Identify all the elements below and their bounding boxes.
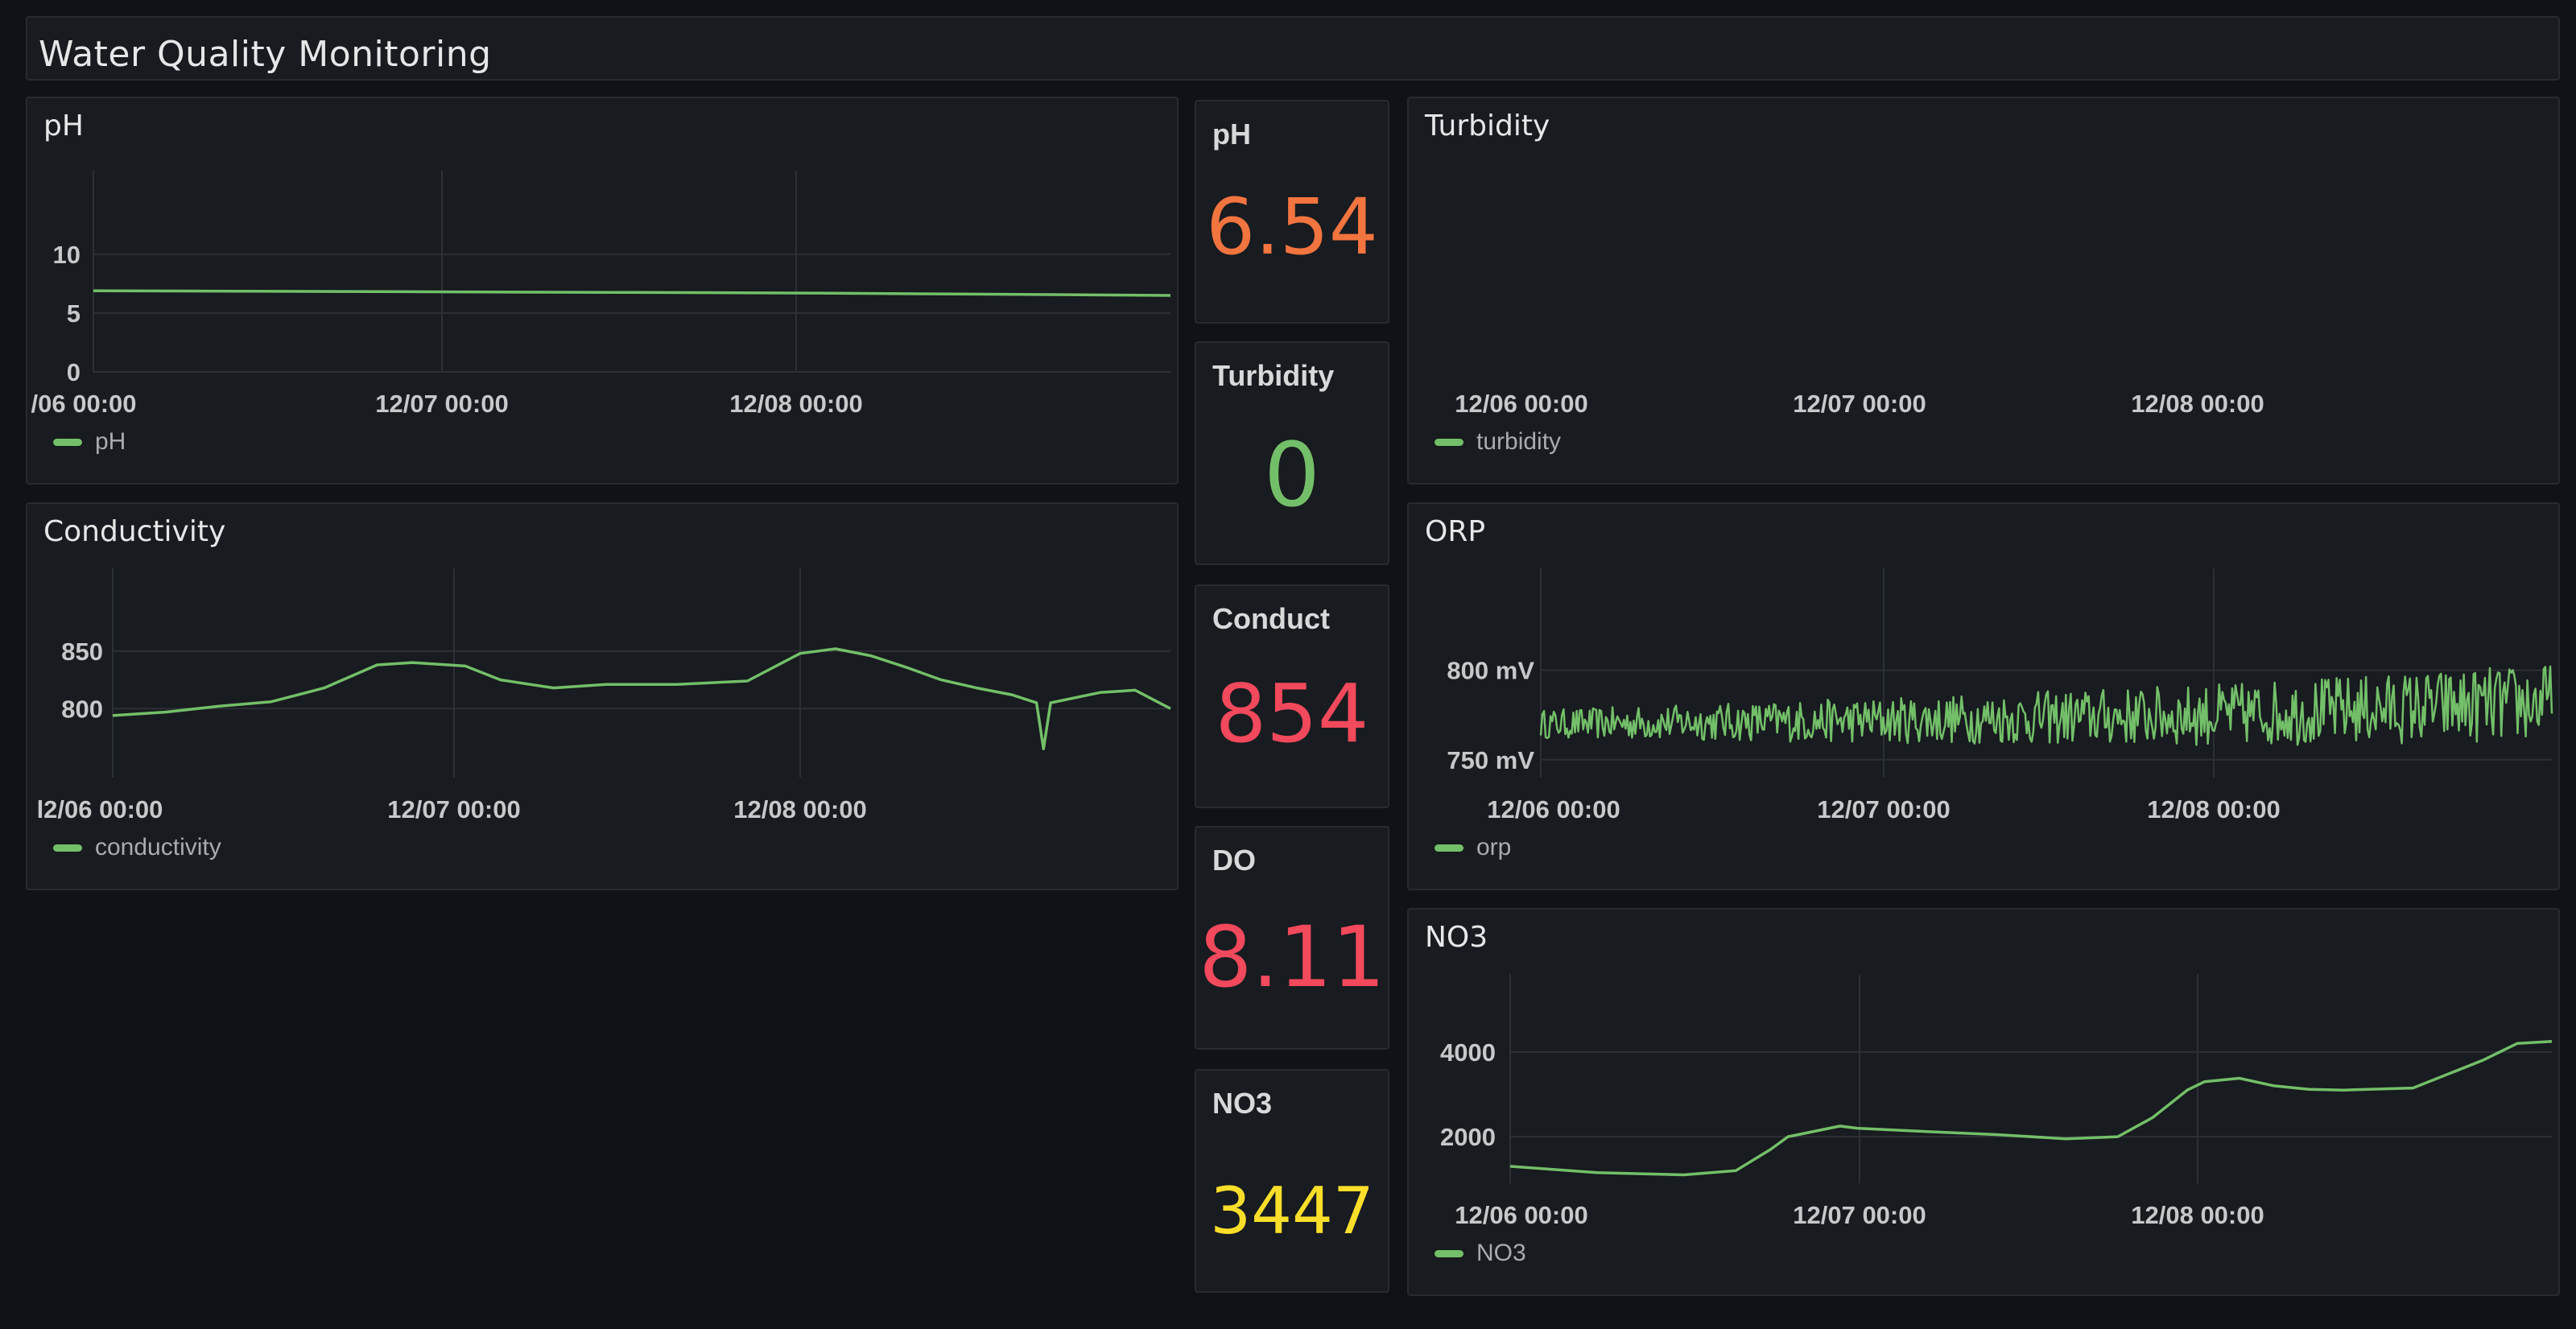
ph-x-tick-label: 12/08 00:00: [729, 390, 862, 418]
ph-legend-label: pH: [95, 428, 126, 455]
turbidity-chart[interactable]: 12/06 00:00 12/07 00:00 12/08 00:00: [1409, 98, 2560, 485]
turbidity-stat-value: 0: [1264, 423, 1320, 526]
orp-plot-area: [1540, 568, 2552, 778]
ph-chart-panel[interactable]: pH /06 00:00 12/07 00:00 12/08 00:00 0 5 10 p…: [26, 97, 1179, 485]
conductivity-stat-title: Conduct: [1212, 602, 1330, 635]
do-stat-title: DO: [1212, 844, 1256, 877]
no3-panel-title: NO3: [1425, 921, 1488, 954]
no3-series-line[interactable]: [1509, 1039, 2553, 1177]
conductivity-x-tick-label: 12/08 00:00: [733, 795, 866, 823]
conductivity-legend-label: conductivity: [95, 834, 221, 861]
no3-chart[interactable]: 12/06 00:00 12/07 00:00 12/08 00:00 2000 400…: [1409, 910, 2560, 1296]
do-stat-value: 8.11: [1199, 908, 1385, 1006]
orp-x-tick-label: 12/06 00:00: [1487, 795, 1620, 823]
no3-x-tick-label: 12/08 00:00: [2131, 1201, 2264, 1229]
orp-panel-title: ORP: [1425, 515, 1486, 548]
conductivity-panel-title: Conductivity: [43, 515, 226, 548]
conductivity-stat-value: 854: [1215, 667, 1369, 761]
ph-stat-title: pH: [1212, 118, 1251, 151]
orp-chart[interactable]: 12/06 00:00 12/07 00:00 12/08 00:00 750 mV 8…: [1409, 504, 2560, 890]
conductivity-plot-area: [112, 568, 1170, 778]
turbidity-x-tick-label: 12/08 00:00: [2131, 390, 2264, 418]
conductivity-chart[interactable]: l2/06 00:00 12/07 00:00 12/08 00:00 800 850: [27, 504, 1179, 890]
turbidity-stat-title: Turbidity: [1212, 359, 1335, 392]
turbidity-chart-panel[interactable]: Turbidity 12/06 00:00 12/07 00:00 12/08 00…: [1407, 97, 2560, 485]
no3-legend[interactable]: NO3: [1435, 1240, 1526, 1267]
ph-legend[interactable]: pH: [53, 428, 126, 456]
conductivity-chart-panel[interactable]: Conductivity l2/06 00:00 12/07 00:00 12/08…: [26, 502, 1179, 890]
ph-panel-title: pH: [43, 109, 84, 142]
turbidity-legend-label: turbidity: [1476, 428, 1562, 455]
no3-x-tick-label: 12/07 00:00: [1793, 1201, 1926, 1229]
no3-legend-swatch: [1435, 1249, 1463, 1257]
orp-y-tick-label: 750 mV: [1447, 746, 1534, 774]
dashboard-header: Water Quality Monitoring: [26, 16, 2560, 80]
ph-legend-swatch: [53, 438, 82, 446]
dashboard-title: Water Quality Monitoring: [39, 34, 492, 75]
conductivity-x-tick-label: 12/07 00:00: [387, 795, 520, 823]
turbidity-x-tick-label: 12/07 00:00: [1793, 390, 1926, 418]
conductivity-legend-swatch: [53, 844, 82, 852]
orp-legend-label: orp: [1476, 834, 1512, 861]
turbidity-panel-title: Turbidity: [1425, 109, 1550, 142]
ph-stat-panel[interactable]: pH 6.54: [1195, 100, 1389, 324]
no3-plot-area: [1509, 974, 2552, 1183]
ph-stat-value: 6.54: [1206, 182, 1378, 272]
conductivity-y-tick-label: 800: [61, 695, 103, 723]
ph-plot-area: [93, 171, 1170, 373]
conductivity-series-line[interactable]: [112, 647, 1171, 751]
conductivity-y-tick-label: 850: [61, 638, 103, 666]
ph-x-tick-label: /06 00:00: [31, 390, 137, 418]
no3-y-tick-label: 2000: [1440, 1123, 1496, 1151]
do-stat-panel[interactable]: DO 8.11: [1195, 826, 1389, 1050]
ph-chart[interactable]: /06 00:00 12/07 00:00 12/08 00:00 0 5 10: [27, 98, 1179, 485]
ph-series-line[interactable]: [93, 289, 1171, 297]
orp-x-tick-label: 12/07 00:00: [1817, 795, 1950, 823]
no3-stat-value: 3447: [1210, 1174, 1374, 1249]
turbidity-x-tick-label: 12/06 00:00: [1455, 390, 1587, 418]
conductivity-x-tick-label: l2/06 00:00: [37, 795, 163, 823]
conductivity-stat-panel[interactable]: Conduct 854: [1195, 584, 1389, 808]
turbidity-legend-swatch: [1435, 438, 1463, 446]
orp-x-tick-label: 12/08 00:00: [2147, 795, 2280, 823]
no3-legend-label: NO3: [1476, 1240, 1526, 1266]
orp-series-line[interactable]: [1539, 665, 2553, 746]
orp-y-tick-label: 800 mV: [1447, 657, 1534, 685]
turbidity-legend[interactable]: turbidity: [1435, 428, 1561, 456]
no3-chart-panel[interactable]: NO3 12/06 00:00 12/07 00:00 12/08 00:00 200…: [1407, 908, 2560, 1296]
conductivity-legend[interactable]: conductivity: [53, 834, 221, 861]
ph-x-tick-label: 12/07 00:00: [375, 390, 508, 418]
orp-chart-panel[interactable]: ORP 12/06 00:00 12/07 00:00 12/08 00:00 750…: [1407, 502, 2560, 890]
ph-y-tick-label: 5: [67, 299, 80, 328]
orp-legend-swatch: [1435, 844, 1463, 852]
ph-y-tick-label: 0: [67, 358, 80, 386]
no3-y-tick-label: 4000: [1440, 1038, 1496, 1067]
ph-y-tick-label: 10: [53, 241, 80, 269]
turbidity-stat-panel[interactable]: Turbidity 0: [1195, 341, 1389, 565]
no3-stat-panel[interactable]: NO3 3447: [1195, 1069, 1389, 1293]
orp-legend[interactable]: orp: [1435, 834, 1511, 861]
no3-x-tick-label: 12/06 00:00: [1455, 1201, 1587, 1229]
no3-stat-title: NO3: [1212, 1087, 1273, 1120]
